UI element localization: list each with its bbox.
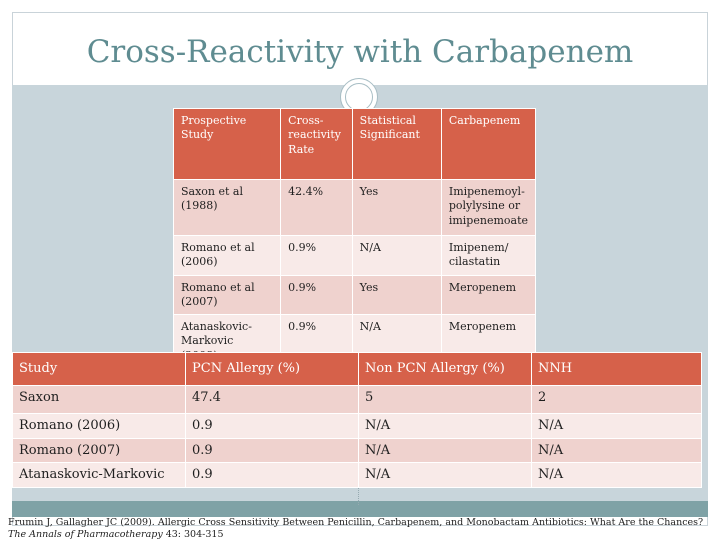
table-cell: 0.9% [280,235,353,276]
table-cell: N/A [358,462,532,488]
table-cell: 0.9% [280,274,353,316]
table-cell: N/A [531,413,702,439]
table-cell: Meropenem [440,274,537,316]
table-cell: Romano (2006) [12,413,186,439]
decorative-inner-circle-icon [345,83,373,111]
table-header-row: Prospective Study Cross-reactivity Rate … [172,108,537,180]
table-cell: N/A [531,437,702,464]
citation-volume: 43: 304-315 [162,529,224,540]
footer-band [12,501,708,517]
table-cell: Saxon [12,385,186,414]
table-row: Atanaskovic-Markovic 0.9 N/A N/A [12,462,702,488]
citation-text: Frumin J, Gallagher JC (2009). Allergic … [8,517,704,528]
table-cell: N/A [358,437,532,464]
table-row: Saxon et al (1988) 42.4% Yes Imipenemoyl… [172,179,537,236]
table-cell: N/A [531,462,702,488]
table-cell: 0.9 [185,437,359,464]
table-row: Romano et al (2006) 0.9% N/A Imipenem/ c… [172,235,537,276]
slide-title: Cross-Reactivity with Carbapenem [86,34,634,70]
column-header-rate: Cross-reactivity Rate [280,108,353,180]
column-header-significance: Statistical Significant [351,108,442,180]
table-row: Romano (2006) 0.9 N/A N/A [12,413,702,439]
table-cell: 2 [531,385,702,414]
table-cell: 47.4 [185,385,359,414]
table-row: Romano (2007) 0.9 N/A N/A [12,437,702,464]
table-cell: Saxon et al (1988) [172,179,282,236]
table-cell: Imipenemoyl-polylysine or imipenemoate [440,179,537,236]
citation-journal: The Annals of Pharmacotherapy [8,529,163,540]
citation: Frumin J, Gallagher JC (2009). Allergic … [8,517,714,541]
column-header-pcn-allergy: PCN Allergy (%) [185,352,359,386]
table-cell: Romano et al (2006) [172,235,282,276]
column-header-study: Prospective Study [172,108,282,180]
allergy-comparison-table: Study PCN Allergy (%) Non PCN Allergy (%… [12,352,702,488]
table-cell: 42.4% [280,179,353,236]
table-cell: N/A [351,235,442,276]
table-row: Saxon 47.4 5 2 [12,385,702,414]
column-header-carbapenem: Carbapenem [440,108,537,180]
table-cell: Yes [351,274,442,316]
table-cell: Romano (2007) [12,437,186,464]
table-cell: Romano et al (2007) [172,274,282,316]
table-row: Romano et al (2007) 0.9% Yes Meropenem [172,274,537,316]
table-cell: 0.9 [185,413,359,439]
table-cell: 5 [358,385,532,414]
table-header-row: Study PCN Allergy (%) Non PCN Allergy (%… [12,352,702,386]
table-cell: Imipenem/ cilastatin [440,235,537,276]
table-cell: N/A [358,413,532,439]
prospective-study-table: Prospective Study Cross-reactivity Rate … [172,108,537,370]
table-cell: Atanaskovic-Markovic [12,462,186,488]
table-cell: 0.9 [185,462,359,488]
table-cell: Yes [351,179,442,236]
column-header-nnh: NNH [531,352,702,386]
column-header-non-pcn-allergy: Non PCN Allergy (%) [358,352,532,386]
column-header-study: Study [12,352,186,386]
